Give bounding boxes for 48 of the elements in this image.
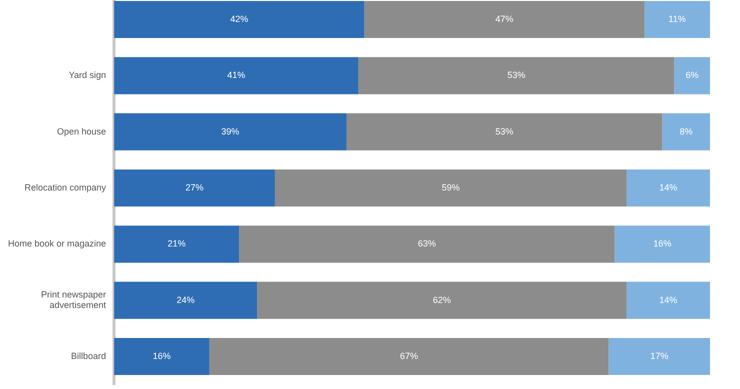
bar <box>626 169 710 207</box>
data-label: 27% <box>185 182 204 192</box>
bar <box>662 113 710 150</box>
y-tick-label: Yard sign <box>68 70 106 80</box>
data-label: 59% <box>442 182 460 192</box>
bar <box>614 226 710 263</box>
data-label: 67% <box>400 351 418 361</box>
bar <box>239 226 615 263</box>
bar <box>257 282 627 319</box>
bar <box>114 282 258 319</box>
bar <box>114 338 210 376</box>
data-label: 53% <box>495 126 514 136</box>
y-tick-label: Home book or magazine <box>8 238 106 249</box>
bar <box>209 338 609 376</box>
bar <box>358 57 674 94</box>
data-label: 16% <box>152 351 171 361</box>
bar <box>114 226 240 263</box>
bar <box>274 169 627 207</box>
data-label: 39% <box>221 126 240 136</box>
bar <box>114 0 364 38</box>
data-label: 53% <box>507 70 526 80</box>
bar <box>626 282 710 319</box>
data-label: 21% <box>168 238 186 249</box>
bar <box>608 338 710 376</box>
data-label: 62% <box>432 294 451 305</box>
data-label: 47% <box>495 14 514 24</box>
data-label: 11% <box>668 14 686 24</box>
data-label: 8% <box>680 126 693 136</box>
data-label: 17% <box>650 351 668 361</box>
data-label: 14% <box>659 182 678 192</box>
bar <box>114 169 275 207</box>
bar <box>346 113 662 150</box>
y-tick-label: Relocation company <box>24 182 107 192</box>
data-label: 14% <box>659 294 678 305</box>
data-label: 24% <box>176 294 195 305</box>
y-tick-label: Open house <box>57 126 106 136</box>
bar <box>364 0 644 38</box>
data-label: 6% <box>686 70 699 80</box>
data-label: 63% <box>418 238 436 249</box>
bar <box>114 113 346 150</box>
y-tick-label: Print newspaper advertisement <box>41 289 107 310</box>
y-tick-label: Billboard <box>71 351 106 361</box>
data-label: 42% <box>230 14 248 24</box>
bar <box>114 57 358 94</box>
bar <box>674 57 710 94</box>
data-label: 41% <box>227 70 246 80</box>
bar <box>644 0 710 38</box>
data-label: 16% <box>653 238 672 249</box>
